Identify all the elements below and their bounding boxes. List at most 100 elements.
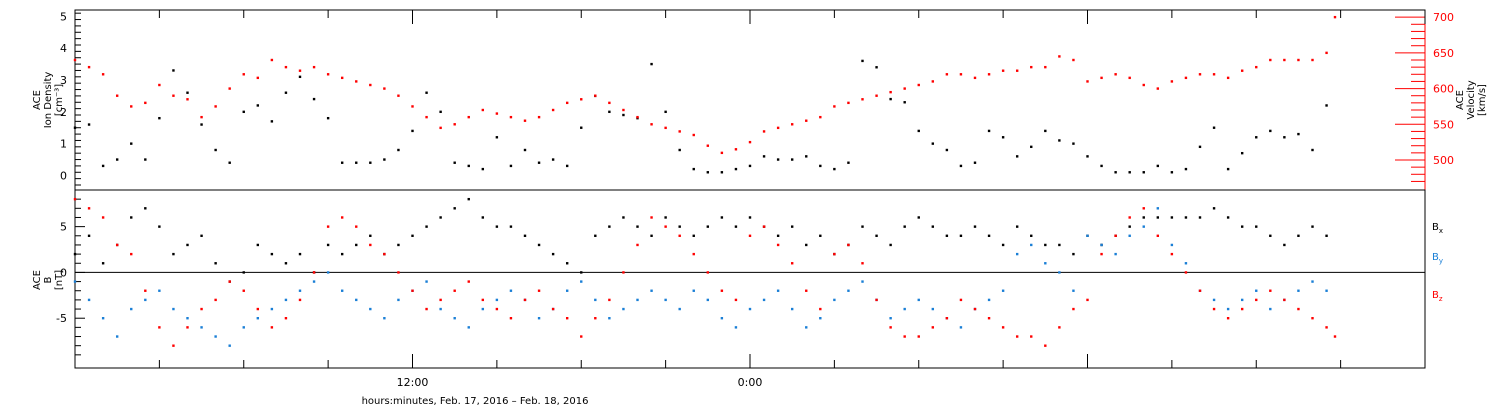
field-bz-point	[819, 307, 822, 311]
field-bz-point	[1325, 326, 1328, 329]
field-bz-point	[551, 307, 555, 311]
legend-bz-symbol: B	[1432, 290, 1439, 301]
field-bx-point	[172, 252, 175, 256]
velocity-point	[931, 80, 935, 83]
velocity-tick-label: 600	[1433, 83, 1454, 96]
density-point	[439, 110, 442, 114]
density-point	[298, 75, 302, 79]
legend-by: By	[1432, 252, 1443, 265]
velocity-point	[1058, 55, 1061, 58]
field-bx-point	[439, 216, 442, 219]
velocity-point	[1072, 58, 1075, 62]
density-axis-title-line: ACE	[32, 90, 43, 110]
velocity-point	[453, 123, 456, 126]
velocity-point	[1311, 58, 1314, 62]
field-bz-point	[1114, 234, 1117, 237]
field-bz-point	[776, 243, 780, 247]
field-bz-point	[284, 317, 288, 320]
field-axis-title-line: ACE	[32, 270, 43, 290]
density-point	[1001, 136, 1005, 139]
density-point	[931, 142, 935, 145]
field-bz-point	[790, 262, 794, 265]
density-point	[144, 158, 147, 161]
field-by-point	[73, 280, 77, 283]
field-by-point	[130, 307, 133, 311]
field-by-point	[959, 326, 963, 329]
field-bx-point	[1311, 225, 1314, 228]
density-tick-label: 2	[60, 106, 67, 119]
field-bx-point	[973, 225, 977, 228]
velocity-point	[101, 73, 105, 76]
field-by-point	[790, 307, 794, 311]
field-bx-point	[298, 252, 302, 256]
velocity-tick-label: 650	[1433, 47, 1454, 60]
field-bx-point	[256, 243, 260, 247]
density-point	[748, 164, 752, 168]
velocity-point	[172, 94, 175, 97]
velocity-point	[312, 65, 316, 69]
velocity-point	[1325, 51, 1328, 55]
velocity-point	[847, 101, 850, 105]
field-bz-point	[678, 234, 681, 237]
velocity-axis-title-line: Velocity	[1466, 80, 1477, 119]
field-bz-point	[537, 289, 541, 292]
density-point	[355, 161, 358, 164]
velocity-point	[228, 87, 231, 90]
density-tick-label: 1	[60, 138, 67, 151]
time-axis: 12:00 0:00	[74, 10, 1426, 389]
field-bz-point	[931, 326, 935, 329]
field-bz-point	[748, 234, 752, 237]
density-point	[1058, 139, 1061, 142]
field-by-point	[256, 317, 260, 320]
field-bx-point	[87, 234, 91, 237]
velocity-point	[144, 101, 147, 105]
field-bz-point	[1015, 335, 1019, 338]
density-point	[186, 91, 189, 94]
density-point	[228, 161, 231, 164]
field-bz-point	[425, 307, 428, 311]
field-bz-point	[1142, 207, 1145, 210]
field-bz-point	[875, 298, 878, 302]
field-bx-point	[242, 271, 245, 274]
density-point	[200, 123, 203, 126]
field-by-point	[594, 298, 597, 302]
field-bx-point	[523, 234, 527, 237]
field-bz-point	[1030, 335, 1033, 338]
field-by-point	[537, 317, 541, 320]
field-bx-point	[1156, 216, 1160, 219]
field-by-point	[1086, 234, 1089, 237]
density-point	[720, 171, 724, 174]
field-bz-point	[186, 326, 189, 329]
velocity-point	[762, 130, 766, 133]
field-by-point	[425, 280, 428, 283]
density-point	[425, 91, 428, 94]
field-bx-point	[861, 225, 864, 228]
density-point	[1240, 151, 1244, 155]
field-bz-point	[1100, 252, 1103, 256]
density-point	[1044, 129, 1047, 133]
field-bz-point	[228, 280, 231, 283]
field-bz-point	[495, 307, 499, 311]
field-bz-point	[861, 262, 864, 265]
field-bx-point	[959, 234, 963, 237]
field-by-point	[636, 298, 639, 302]
velocity-point	[481, 108, 485, 112]
field-by-point	[833, 298, 836, 302]
density-point	[256, 104, 260, 107]
field-bx-point	[1072, 252, 1075, 256]
field-bx-point	[692, 234, 695, 237]
velocity-point	[917, 83, 920, 87]
velocity-point	[650, 123, 653, 126]
velocity-point	[1212, 73, 1216, 76]
field-bx-point	[1325, 234, 1328, 237]
velocity-point	[1283, 58, 1286, 62]
field-by-point	[383, 317, 386, 320]
field-bz-point	[762, 225, 766, 228]
field-by-point	[987, 298, 991, 302]
density-point	[790, 158, 794, 161]
field-by-point	[580, 280, 583, 283]
velocity-point	[1226, 76, 1230, 80]
density-point	[847, 161, 850, 164]
density-point	[861, 59, 864, 63]
